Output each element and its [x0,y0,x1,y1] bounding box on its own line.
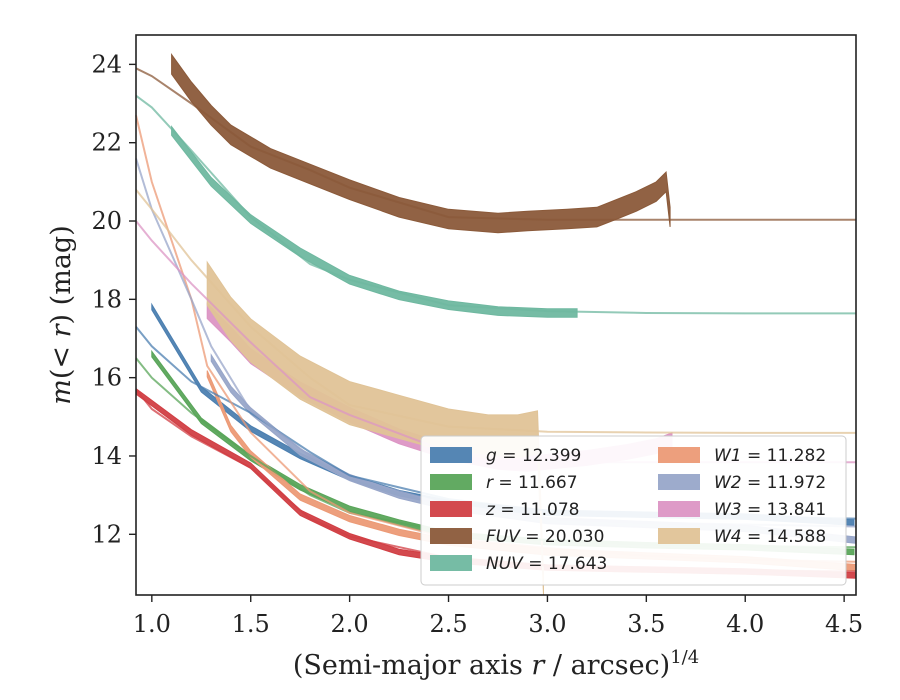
x-tick-label: 4.5 [825,610,863,638]
x-axis-ticks: 1.0 1.5 2.0 2.5 3.0 3.5 4.0 4.5 [133,595,863,638]
legend-swatch-fuv [430,528,472,544]
y-tick-label: 18 [91,285,122,313]
legend-label-w3: W3 = 13.841 [714,500,826,520]
legend-label-fuv: FUV = 20.030 [486,527,604,547]
series-band-g [151,302,855,526]
x-tick-label: 1.0 [133,610,171,638]
legend-swatch-w3 [658,501,700,517]
legend-label-nuv: NUV = 17.643 [486,554,607,574]
series-band-fuv [171,53,671,234]
series-model-fuv [135,67,856,221]
x-tick-label: 3.0 [528,610,566,638]
y-tick-label: 24 [91,50,122,78]
y-tick-label: 12 [91,520,122,548]
y-tick-label: 22 [91,129,122,157]
legend-label-g: g = 12.399 [486,446,581,466]
y-tick-label: 20 [91,207,122,235]
plot-frame [135,34,857,596]
y-axis-ticks: 12 14 16 18 20 22 24 [91,50,136,548]
y-tick-label: 14 [91,442,122,470]
x-axis-label: (Semi-major axis r / arcsec)1/4 [293,647,699,681]
x-tick-label: 4.0 [726,610,764,638]
legend-label-r: r = 11.667 [486,473,578,493]
legend-swatch-nuv [430,555,472,571]
x-tick-label: 2.5 [429,610,467,638]
legend-frame [420,435,847,586]
legend-label-z: z = 11.078 [485,500,579,520]
y-axis-label: m(< r) (mag) [46,225,77,404]
legend-swatch-w4 [658,528,700,544]
legend-label-w2: W2 = 11.972 [714,473,826,493]
legend-swatch-g [430,447,472,463]
series-model-w4 [135,189,856,434]
legend-swatch-z [430,501,472,517]
y-tick-label: 16 [91,364,122,392]
legend-swatch-w2 [658,474,700,490]
legend-swatch-w1 [658,447,700,463]
legend: g = 12.399 r = 11.667 z = 11.078 FUV = 20.0… [420,435,847,586]
legend-label-w1: W1 = 11.282 [714,446,826,466]
series-model-nuv [135,94,856,315]
legend-label-w4: W4 = 14.588 [714,527,826,547]
x-tick-label: 1.5 [232,610,270,638]
legend-swatch-r [430,474,472,490]
x-tick-label: 2.0 [331,610,369,638]
x-tick-label: 3.5 [627,610,665,638]
